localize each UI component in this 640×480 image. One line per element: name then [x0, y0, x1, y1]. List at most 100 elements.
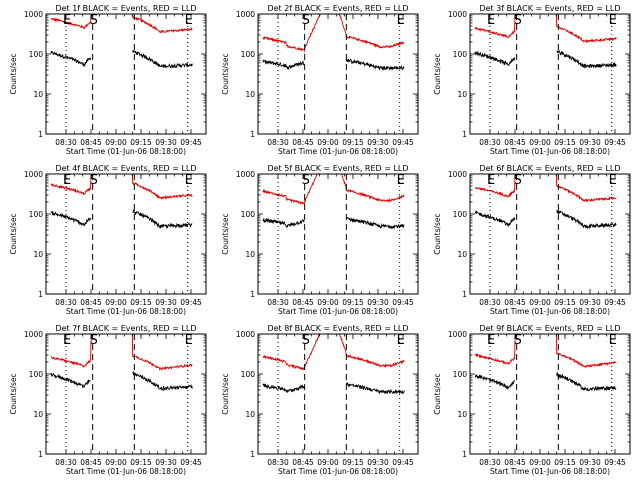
marker-label: S: [514, 13, 522, 28]
x-tick-label: 09:45: [392, 298, 414, 307]
y-tick-label: 1000: [448, 10, 467, 19]
lld-series-line: [262, 174, 405, 205]
x-tick-label: 09:30: [579, 138, 601, 147]
x-tick-label: 08:30: [267, 458, 289, 467]
y-axis-label: Counts/sec: [221, 53, 230, 94]
marker-label: E: [487, 13, 495, 28]
x-tick-label: 08:45: [80, 458, 102, 467]
detector-panel: E S E 1 10 100 1000 08:30 08:45 09:00 09:15 09:30 09…: [433, 164, 631, 316]
lld-series-line: [50, 334, 193, 371]
x-tick-label: 09:00: [317, 458, 339, 467]
marker-label: E: [185, 13, 193, 28]
y-tick-label: 100: [241, 370, 256, 379]
marker-label: S: [302, 13, 310, 28]
x-tick-label: 08:45: [292, 138, 314, 147]
x-tick-label: 09:45: [604, 298, 626, 307]
marker-label: E: [397, 333, 405, 348]
y-tick-label: 1000: [24, 330, 43, 339]
plot-frame: [257, 173, 419, 295]
detector-panel: S E 1 10 100 1000 08:30 08:45 09:00 09:15 09:30 09:…: [221, 4, 419, 156]
plot-frame: [45, 333, 207, 455]
marker-label: S: [90, 13, 98, 28]
marker-label: E: [63, 333, 71, 348]
x-tick-label: 08:30: [55, 138, 77, 147]
y-tick-label: 100: [453, 50, 468, 59]
x-tick-label: 09:00: [529, 138, 551, 147]
events-series-line: [474, 49, 617, 69]
x-axis-label: Start Time (01-Jun-06 08:18:00): [490, 467, 610, 476]
y-axis-label: Counts/sec: [9, 213, 18, 254]
y-tick-label: 1000: [236, 10, 255, 19]
panel-title: Det 3f BLACK = Events, RED = LLD: [479, 4, 620, 13]
x-tick-label: 09:45: [392, 138, 414, 147]
y-tick-label: 1: [462, 130, 467, 139]
x-tick-label: 09:30: [155, 458, 177, 467]
y-axis-label: Counts/sec: [9, 53, 18, 94]
detector-panel: E S E 1 10 100 1000 08:30 08:45 09:00 09:15 09:30 09…: [9, 164, 207, 316]
events-series-line: [474, 371, 617, 392]
marker-label: S: [514, 333, 522, 348]
x-tick-label: 09:15: [342, 298, 364, 307]
x-axis-label: Start Time (01-Jun-06 08:18:00): [278, 307, 398, 316]
x-tick-label: 09:15: [130, 458, 152, 467]
y-tick-label: 1: [250, 290, 255, 299]
y-tick-label: 10: [33, 90, 43, 99]
y-tick-label: 1000: [236, 170, 255, 179]
y-tick-label: 10: [33, 410, 43, 419]
marker-label: E: [397, 173, 405, 188]
y-tick-label: 1: [250, 450, 255, 459]
x-tick-label: 08:45: [504, 458, 526, 467]
x-tick-label: 09:30: [367, 298, 389, 307]
x-axis-label: Start Time (01-Jun-06 08:18:00): [490, 307, 610, 316]
x-axis-label: Start Time (01-Jun-06 08:18:00): [66, 307, 186, 316]
x-tick-label: 09:45: [604, 458, 626, 467]
panel-title: Det 5f BLACK = Events, RED = LLD: [267, 164, 408, 173]
y-axis-label: Counts/sec: [221, 373, 230, 414]
x-axis-label: Start Time (01-Jun-06 08:18:00): [66, 147, 186, 156]
y-tick-label: 1000: [24, 170, 43, 179]
panel-title: Det 9f BLACK = Events, RED = LLD: [479, 324, 620, 333]
detector-panel: E S E 1 10 100 1000 08:30 08:45 09:00 09:15 09:30 09…: [433, 324, 631, 476]
x-tick-label: 08:45: [292, 298, 314, 307]
y-tick-label: 1000: [236, 330, 255, 339]
y-tick-label: 100: [241, 210, 256, 219]
y-axis-label: Counts/sec: [433, 373, 442, 414]
x-tick-label: 08:30: [479, 298, 501, 307]
y-tick-label: 100: [453, 210, 468, 219]
events-series-line: [262, 382, 405, 395]
lld-series-line: [262, 14, 405, 53]
plot-frame: [45, 173, 207, 295]
plot-frame: [469, 333, 631, 455]
x-tick-label: 09:15: [554, 298, 576, 307]
marker-label: S: [302, 333, 310, 348]
plot-frame: [469, 173, 631, 295]
y-tick-label: 1: [38, 450, 43, 459]
marker-label: E: [185, 333, 193, 348]
x-axis-label: Start Time (01-Jun-06 08:18:00): [490, 147, 610, 156]
x-tick-label: 09:45: [180, 298, 202, 307]
x-tick-label: 08:30: [55, 458, 77, 467]
y-tick-label: 1000: [24, 10, 43, 19]
plot-frame: [257, 13, 419, 135]
lld-series-line: [474, 174, 617, 203]
x-tick-label: 08:45: [504, 298, 526, 307]
x-tick-label: 08:30: [55, 298, 77, 307]
y-tick-label: 100: [29, 50, 44, 59]
x-tick-label: 08:30: [267, 298, 289, 307]
x-tick-label: 09:00: [105, 458, 127, 467]
y-tick-label: 1000: [448, 330, 467, 339]
detector-panel: E S E 1 10 100 1000 08:30 08:45 09:00 09:15 09:30 09…: [9, 324, 207, 476]
events-series-line: [262, 216, 405, 230]
x-tick-label: 08:30: [479, 458, 501, 467]
x-tick-label: 09:15: [554, 138, 576, 147]
x-tick-label: 08:30: [267, 138, 289, 147]
x-tick-label: 09:15: [342, 138, 364, 147]
x-axis-label: Start Time (01-Jun-06 08:18:00): [278, 147, 398, 156]
x-tick-label: 09:00: [317, 138, 339, 147]
x-tick-label: 08:45: [80, 298, 102, 307]
marker-label: S: [302, 173, 310, 188]
y-tick-label: 1000: [448, 170, 467, 179]
events-series-line: [50, 370, 193, 392]
plot-frame: [469, 13, 631, 135]
